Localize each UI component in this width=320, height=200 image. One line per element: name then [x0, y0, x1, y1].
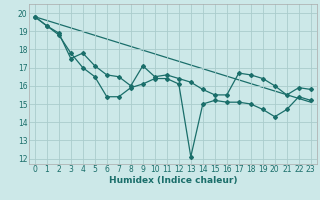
X-axis label: Humidex (Indice chaleur): Humidex (Indice chaleur)	[108, 176, 237, 185]
